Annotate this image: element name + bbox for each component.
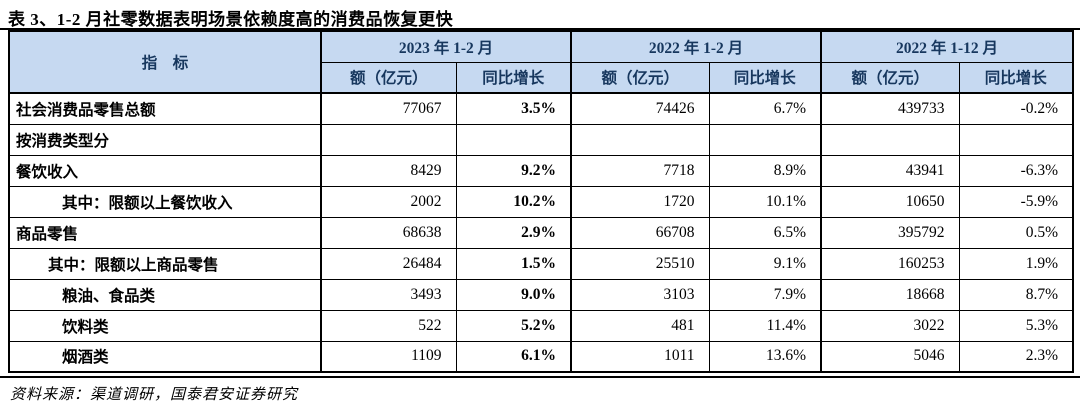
amount-cell: 481 (570, 309, 710, 342)
table-row: 饮料类 522 5.2% 481 11.4% 3022 5.3% (8, 309, 1075, 342)
yoy-growth-cell: 10.1% (708, 185, 823, 218)
amount-cell: 10650 (820, 185, 960, 218)
indicator-cell: 粮油、食品类 (8, 278, 322, 311)
yoy-growth-cell: 0.5% (958, 216, 1075, 249)
amount-subheader: 额（亿元） (820, 61, 960, 94)
amount-cell: 25510 (570, 247, 710, 280)
yoy-growth-cell: 1.5% (455, 247, 573, 280)
yoy-growth-cell: -5.9% (958, 185, 1075, 218)
amount-cell: 43941 (820, 154, 960, 187)
amount-cell: 8429 (320, 154, 457, 187)
yoy-growth-cell: 7.9% (708, 278, 823, 311)
indicator-cell: 社会消费品零售总额 (8, 92, 322, 125)
yoy-growth-cell: 11.4% (708, 309, 823, 342)
period-group-header: 2022 年 1-2 月 (570, 30, 823, 63)
yoy-growth-cell: 9.0% (455, 278, 573, 311)
amount-cell: 1720 (570, 185, 710, 218)
amount-cell (320, 123, 457, 156)
amount-cell: 160253 (820, 247, 960, 280)
yoy-growth-cell: 10.2% (455, 185, 573, 218)
table-row: 按消费类型分 (8, 123, 1075, 156)
amount-cell: 439733 (820, 92, 960, 125)
amount-subheader: 额（亿元） (320, 61, 457, 94)
amount-cell: 7718 (570, 154, 710, 187)
yoy-growth-cell: 5.3% (958, 309, 1075, 342)
table-row: 社会消费品零售总额 77067 3.5% 74426 6.7% 439733 -0.2% (8, 92, 1075, 125)
yoy-growth-cell: 1.9% (958, 247, 1075, 280)
yoy-growth-subheader: 同比增长 (708, 61, 823, 94)
indicator-cell: 烟酒类 (8, 340, 322, 373)
amount-cell: 3493 (320, 278, 457, 311)
yoy-growth-cell: 9.2% (455, 154, 573, 187)
indicator-cell: 其中：限额以上餐饮收入 (8, 185, 322, 218)
yoy-growth-cell: 6.7% (708, 92, 823, 125)
indicator-cell: 按消费类型分 (8, 123, 322, 156)
yoy-growth-cell: 13.6% (708, 340, 823, 373)
indicator-column-header: 指 标 (8, 30, 322, 94)
indicator-cell: 饮料类 (8, 309, 322, 342)
table-header: 指 标 2023 年 1-2 月 2022 年 1-2 月 2022 年 1-12 月… (8, 30, 1075, 94)
yoy-growth-cell: 5.2% (455, 309, 573, 342)
amount-cell (570, 123, 710, 156)
yoy-growth-cell (455, 123, 573, 156)
amount-cell: 522 (320, 309, 457, 342)
amount-cell: 74426 (570, 92, 710, 125)
yoy-growth-cell: 6.5% (708, 216, 823, 249)
amount-cell: 1109 (320, 340, 457, 373)
amount-cell: 18668 (820, 278, 960, 311)
amount-cell: 395792 (820, 216, 960, 249)
table-title: 表 3、1-2 月社零数据表明场景依赖度高的消费品恢复更快 (8, 10, 454, 29)
yoy-growth-cell: 8.7% (958, 278, 1075, 311)
yoy-growth-cell: 2.3% (958, 340, 1075, 373)
amount-subheader: 额（亿元） (570, 61, 710, 94)
yoy-growth-cell: 2.9% (455, 216, 573, 249)
amount-cell (820, 123, 960, 156)
title-divider-rule (0, 28, 1080, 30)
yoy-growth-cell: 3.5% (455, 92, 573, 125)
amount-cell: 5046 (820, 340, 960, 373)
amount-cell: 1011 (570, 340, 710, 373)
yoy-growth-cell (958, 123, 1075, 156)
table-row: 其中：限额以上商品零售 26484 1.5% 25510 9.1% 160253 1.9% (8, 247, 1075, 280)
table-body: 社会消费品零售总额 77067 3.5% 74426 6.7% 439733 -0.2% 按消… (8, 92, 1075, 373)
yoy-growth-cell: 8.9% (708, 154, 823, 187)
yoy-growth-cell: 6.1% (455, 340, 573, 373)
yoy-growth-subheader: 同比增长 (958, 61, 1075, 94)
indicator-cell: 餐饮收入 (8, 154, 322, 187)
period-group-header: 2023 年 1-2 月 (320, 30, 573, 63)
indicator-cell: 其中：限额以上商品零售 (8, 247, 322, 280)
amount-cell: 66708 (570, 216, 710, 249)
yoy-growth-cell: -6.3% (958, 154, 1075, 187)
amount-cell: 3103 (570, 278, 710, 311)
yoy-growth-cell: -0.2% (958, 92, 1075, 125)
amount-cell: 68638 (320, 216, 457, 249)
amount-cell: 2002 (320, 185, 457, 218)
yoy-growth-cell (708, 123, 823, 156)
table-row: 粮油、食品类 3493 9.0% 3103 7.9% 18668 8.7% (8, 278, 1075, 311)
period-group-header: 2022 年 1-12 月 (820, 30, 1075, 63)
yoy-growth-cell: 9.1% (708, 247, 823, 280)
table-bottom-rule (0, 376, 1080, 378)
table-row: 烟酒类 1109 6.1% 1011 13.6% 5046 2.3% (8, 340, 1075, 373)
amount-cell: 3022 (820, 309, 960, 342)
indicator-cell: 商品零售 (8, 216, 322, 249)
source-note: 资料来源：渠道调研，国泰君安证券研究 (10, 387, 299, 403)
amount-cell: 26484 (320, 247, 457, 280)
yoy-growth-subheader: 同比增长 (455, 61, 573, 94)
table-row: 餐饮收入 8429 9.2% 7718 8.9% 43941 -6.3% (8, 154, 1075, 187)
retail-data-table: 指 标 2023 年 1-2 月 2022 年 1-2 月 2022 年 1-12 月… (8, 30, 1075, 373)
amount-cell: 77067 (320, 92, 457, 125)
table-row: 其中：限额以上餐饮收入 2002 10.2% 1720 10.1% 10650 -5.9% (8, 185, 1075, 218)
table-row: 商品零售 68638 2.9% 66708 6.5% 395792 0.5% (8, 216, 1075, 249)
